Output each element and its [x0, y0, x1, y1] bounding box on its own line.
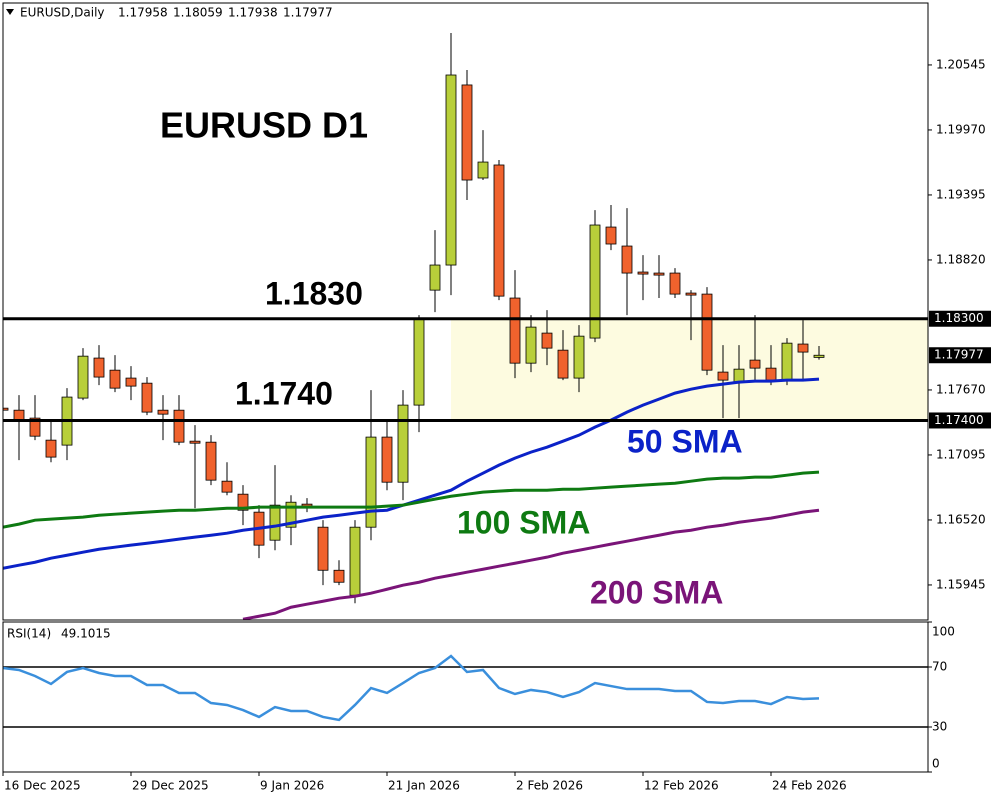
level-annotation: 1.1740 — [235, 375, 333, 411]
range-zone — [451, 318, 928, 421]
candle-body — [669, 272, 681, 295]
y-tick-label: 1.17095 — [936, 447, 986, 461]
candle-body — [653, 272, 665, 276]
indicator-name: RSI(14) — [7, 627, 51, 641]
x-tick-label: 16 Dec 2025 — [4, 779, 81, 793]
x-tick-label: 21 Jan 2026 — [388, 779, 460, 793]
x-tick-label: 29 Dec 2025 — [132, 779, 209, 793]
rsi-tick-label: 100 — [932, 625, 955, 639]
candle-body — [477, 161, 489, 179]
y-tick-label: 1.17670 — [936, 382, 986, 396]
sma-line — [242, 508, 820, 620]
candle-body — [461, 84, 473, 181]
y-tick-label: 1.18820 — [936, 252, 986, 266]
candle-body — [285, 501, 297, 528]
zone-layer — [451, 318, 928, 421]
candle-body — [141, 382, 153, 413]
x-tick-label: 12 Feb 2026 — [644, 779, 719, 793]
rsi-frame — [2, 621, 929, 773]
candle-body — [29, 417, 41, 437]
candle-body — [109, 369, 121, 389]
candle-body — [45, 439, 57, 458]
candle-body — [13, 409, 25, 421]
x-tick-label: 9 Jan 2026 — [260, 779, 324, 793]
candle-body — [445, 74, 457, 266]
axes-layer: 1.20545 1.19970 1.19395 1.18820 1.17670 1.170… — [2, 57, 991, 793]
y-tick-label: 1.15945 — [936, 577, 986, 591]
y-tick-label: 1.19395 — [936, 187, 986, 201]
candle-body — [413, 317, 425, 406]
candle-body — [3, 407, 9, 411]
symbol-menu-icon — [6, 9, 14, 15]
candle-body — [157, 409, 169, 415]
rsi-layer — [3, 654, 928, 728]
candle-body — [797, 343, 809, 353]
level-label: 1.17400 — [934, 413, 984, 427]
candle-body — [429, 264, 441, 291]
candle-body — [637, 271, 649, 275]
y-tick-label: 1.20545 — [936, 57, 986, 71]
candle-body — [77, 355, 89, 399]
price-label: 1.17977 — [934, 348, 984, 362]
candle-body — [397, 404, 409, 483]
level-annotation: 1.1830 — [265, 275, 363, 311]
candle-body — [749, 359, 761, 369]
candle-body — [621, 245, 633, 274]
candle-body — [717, 371, 729, 381]
level-label-box — [929, 412, 991, 429]
candle-body — [269, 504, 281, 541]
header-close: 1.17977 — [283, 6, 333, 20]
candle-body — [685, 292, 697, 296]
candle-body — [525, 326, 537, 364]
y-tick-label: 1.19970 — [936, 122, 986, 136]
x-tick-label: 2 Feb 2026 — [516, 779, 583, 793]
candle-body — [781, 342, 793, 381]
candle-body — [605, 226, 617, 245]
candle-body — [493, 164, 505, 297]
indicator-value: 49.1015 — [61, 627, 111, 641]
candle-body — [93, 357, 105, 378]
candle-body — [237, 493, 249, 511]
candle-body — [317, 526, 329, 571]
chart-title: EURUSD D1 — [160, 105, 368, 146]
rsi-tick-label: 30 — [932, 720, 947, 734]
candle-body — [365, 436, 377, 528]
candle-body — [381, 436, 393, 483]
series-label: 100 SMA — [457, 504, 590, 540]
candle-body — [333, 569, 345, 583]
candle-body — [349, 526, 361, 596]
series-label: 50 SMA — [627, 423, 743, 459]
header-high: 1.18059 — [173, 6, 223, 20]
rsi-tick-label: 0 — [932, 757, 940, 771]
candle-body — [173, 409, 185, 443]
rsi-line — [3, 654, 820, 722]
series-label: 200 SMA — [590, 574, 723, 610]
level-label-box — [929, 310, 991, 327]
level-label: 1.18300 — [934, 311, 984, 325]
candle-body — [509, 297, 521, 364]
price-label-box — [929, 347, 991, 364]
candle-body — [541, 332, 553, 349]
candle-body — [573, 335, 585, 379]
y-tick-label: 1.16520 — [936, 512, 986, 526]
price-layer — [3, 32, 825, 620]
rsi-tick-label: 70 — [932, 660, 947, 674]
candle-body — [205, 441, 217, 481]
candle-body — [733, 368, 745, 383]
candle-body — [765, 367, 777, 381]
candle-body — [557, 349, 569, 379]
candle-body — [125, 377, 137, 387]
x-tick-label: 24 Feb 2026 — [772, 779, 847, 793]
sma-line — [3, 470, 820, 529]
header-low: 1.17938 — [228, 6, 278, 20]
symbol: EURUSD,Daily — [20, 6, 105, 20]
candle-body — [221, 480, 233, 493]
header-open: 1.17958 — [118, 6, 168, 20]
candle-body — [813, 354, 825, 358]
candle-body — [701, 293, 713, 371]
candle-body — [589, 224, 601, 339]
price-frame — [2, 2, 929, 621]
candle-body — [189, 440, 201, 444]
